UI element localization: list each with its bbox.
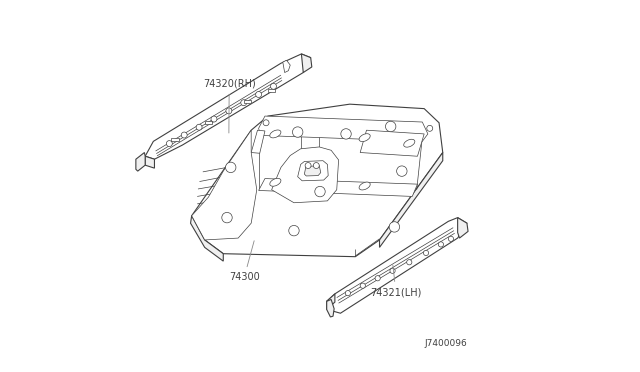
- Polygon shape: [360, 130, 424, 156]
- Circle shape: [438, 242, 444, 247]
- Circle shape: [211, 116, 217, 122]
- Polygon shape: [380, 153, 443, 247]
- Circle shape: [181, 132, 187, 138]
- Polygon shape: [326, 294, 335, 310]
- Text: 74321(LH): 74321(LH): [370, 265, 422, 297]
- Circle shape: [289, 225, 299, 236]
- Circle shape: [406, 260, 412, 265]
- Polygon shape: [244, 100, 251, 103]
- Circle shape: [397, 166, 407, 176]
- Circle shape: [305, 163, 311, 169]
- Ellipse shape: [404, 139, 415, 147]
- Circle shape: [255, 92, 262, 97]
- Ellipse shape: [270, 178, 281, 186]
- Ellipse shape: [270, 130, 281, 138]
- Circle shape: [271, 83, 276, 89]
- Circle shape: [424, 250, 429, 256]
- Polygon shape: [191, 216, 223, 261]
- Polygon shape: [458, 218, 468, 238]
- Ellipse shape: [359, 182, 370, 190]
- Circle shape: [341, 129, 351, 139]
- Circle shape: [360, 283, 365, 288]
- Circle shape: [449, 236, 454, 241]
- Polygon shape: [191, 104, 443, 257]
- Polygon shape: [326, 299, 334, 317]
- Circle shape: [314, 163, 319, 169]
- Circle shape: [241, 100, 246, 106]
- Polygon shape: [145, 156, 154, 168]
- Polygon shape: [271, 147, 339, 203]
- Polygon shape: [305, 166, 321, 176]
- Polygon shape: [268, 89, 275, 92]
- Circle shape: [315, 186, 325, 197]
- Circle shape: [196, 124, 202, 130]
- Circle shape: [385, 121, 396, 132]
- Polygon shape: [259, 179, 417, 196]
- Polygon shape: [326, 218, 467, 313]
- Circle shape: [166, 141, 172, 147]
- Text: J7400096: J7400096: [424, 339, 467, 348]
- Polygon shape: [205, 121, 212, 124]
- Polygon shape: [259, 116, 428, 141]
- Polygon shape: [283, 60, 291, 73]
- Circle shape: [263, 120, 269, 126]
- Text: 74300: 74300: [229, 241, 260, 282]
- Circle shape: [389, 222, 399, 232]
- Circle shape: [390, 268, 395, 273]
- Circle shape: [375, 276, 380, 281]
- Circle shape: [427, 125, 433, 131]
- Ellipse shape: [359, 134, 370, 142]
- Polygon shape: [172, 138, 179, 141]
- Polygon shape: [191, 130, 257, 240]
- Polygon shape: [136, 153, 145, 171]
- Circle shape: [225, 162, 236, 173]
- Polygon shape: [298, 161, 328, 181]
- Circle shape: [292, 127, 303, 137]
- Polygon shape: [301, 54, 312, 73]
- Polygon shape: [145, 54, 310, 159]
- Circle shape: [226, 108, 232, 114]
- Polygon shape: [251, 130, 265, 153]
- Text: 74320(RH): 74320(RH): [203, 79, 255, 133]
- Circle shape: [346, 291, 351, 296]
- Circle shape: [222, 212, 232, 223]
